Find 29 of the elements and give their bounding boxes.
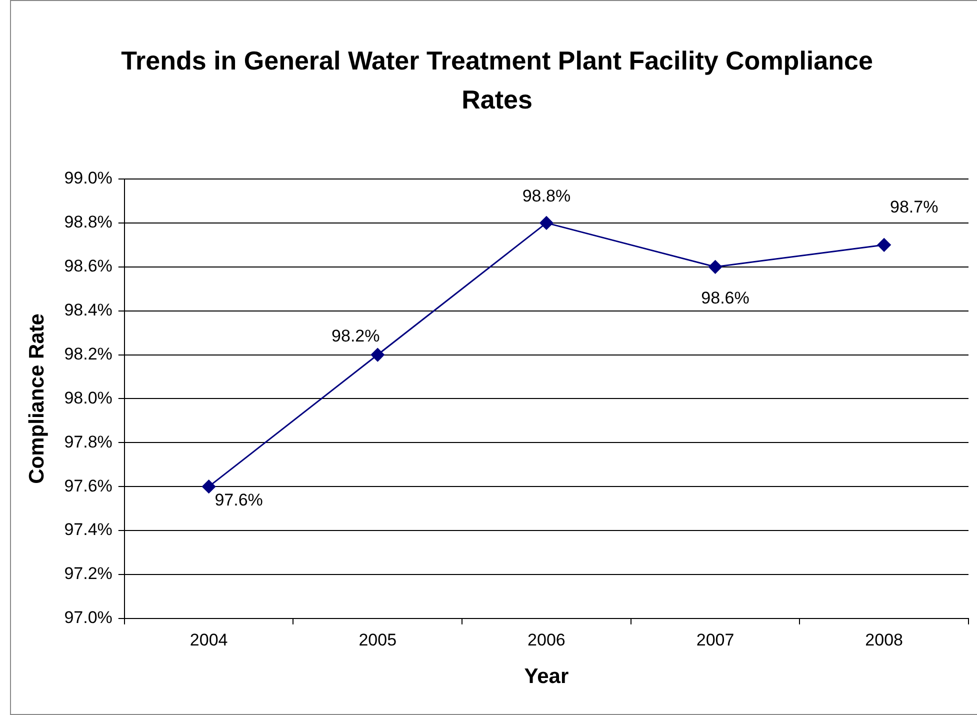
- x-tick-label: 2006: [528, 630, 566, 650]
- data-label: 98.7%: [890, 198, 938, 217]
- chart-title: Trends in General Water Treatment Plant Facility Compliance Rates: [121, 46, 873, 115]
- y-tick-label: 98.0%: [64, 388, 112, 408]
- y-axis-title: Compliance Rate: [25, 314, 48, 484]
- data-label: 98.6%: [701, 288, 750, 308]
- data-label: 97.6%: [214, 490, 263, 510]
- y-tick-label: 97.4%: [64, 520, 112, 540]
- x-tick-label: 2007: [696, 630, 734, 650]
- x-tick-label: 2004: [190, 630, 228, 650]
- point: [877, 238, 891, 252]
- point: [370, 348, 384, 362]
- y-tick-label: 98.4%: [64, 300, 112, 320]
- y-tick-label: 99.0%: [64, 168, 112, 188]
- y-tick-label: 98.2%: [64, 344, 112, 364]
- point: [708, 260, 722, 274]
- y-tick-label: 97.6%: [64, 476, 112, 496]
- data-label: 98.8%: [522, 186, 571, 206]
- y-tick-label: 98.8%: [64, 212, 112, 232]
- y-tick-label: 98.6%: [64, 256, 112, 276]
- x-tick-label: 2005: [358, 630, 397, 650]
- data-label: 98.2%: [332, 326, 380, 346]
- point: [540, 216, 554, 230]
- point: [202, 480, 216, 494]
- y-tick-label: 97.8%: [64, 432, 112, 452]
- x-tick-label: 2008: [865, 630, 904, 650]
- y-tick-label: 97.0%: [64, 608, 112, 628]
- y-tick-label: 97.2%: [64, 564, 112, 584]
- x-axis-title: Year: [524, 665, 569, 688]
